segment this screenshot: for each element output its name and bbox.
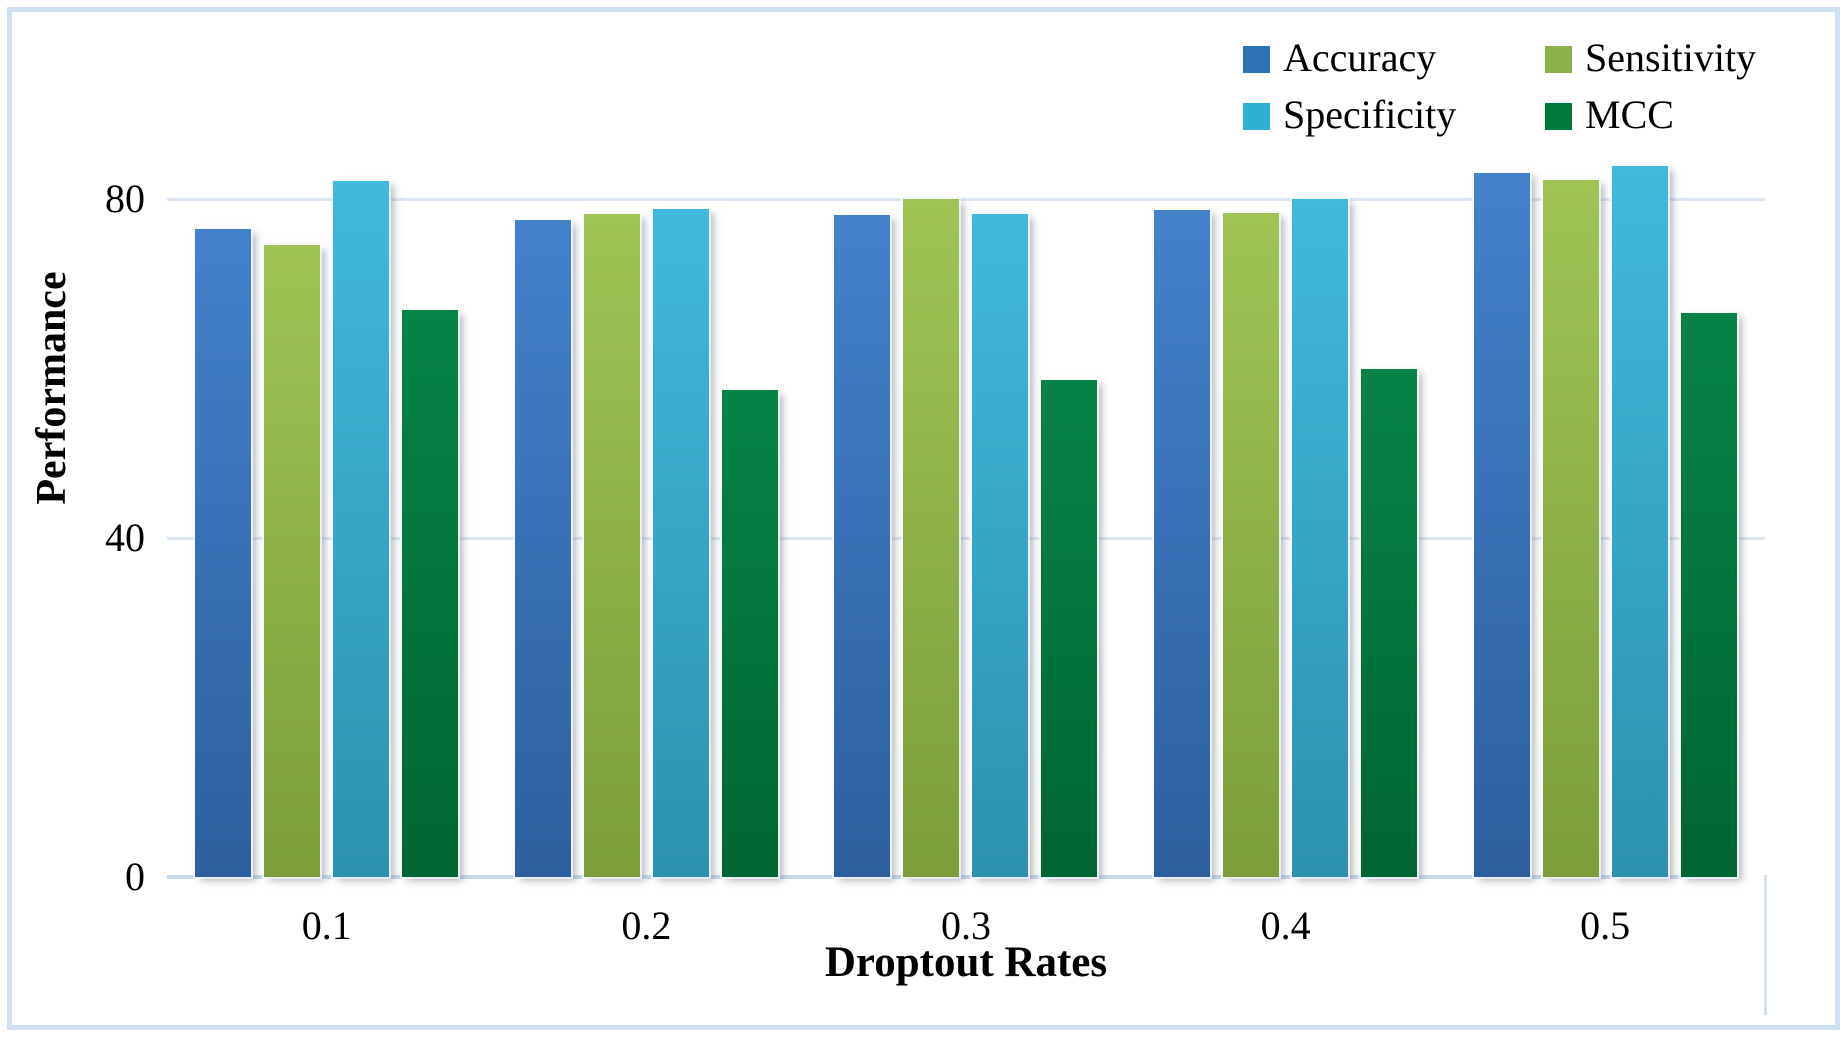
y-tick-80: 80 (105, 176, 145, 221)
bar-accuracy-0.5 (1473, 173, 1530, 877)
gridline-40 (167, 537, 1765, 540)
bar-sensitivity-0.4 (1223, 213, 1280, 877)
x-labels: 0.1 0.2 0.3 0.4 0.5 (167, 903, 1765, 949)
x-axis-line (167, 875, 1723, 879)
bar-specificity-0.1 (333, 181, 390, 877)
bar-sensitivity-0.1 (264, 245, 321, 877)
legend-item-mcc: MCC (1545, 91, 1825, 139)
legend-item-accuracy: Accuracy (1243, 34, 1545, 82)
bar-groups (167, 150, 1765, 877)
bar-specificity-0.5 (1611, 166, 1668, 877)
bar-sensitivity-0.5 (1542, 180, 1599, 877)
gridline-80 (167, 198, 1765, 201)
legend-label-mcc: MCC (1585, 92, 1674, 137)
bar-sensitivity-0.2 (583, 214, 640, 877)
bar-specificity-0.4 (1292, 199, 1349, 877)
plot-right-border (1764, 875, 1767, 1015)
bar-mcc-0.1 (402, 310, 459, 877)
y-tick-40: 40 (105, 515, 145, 560)
bar-accuracy-0.4 (1154, 210, 1211, 877)
legend-item-specificity: Specificity (1243, 91, 1545, 139)
plot-area (167, 150, 1765, 879)
bar-mcc-0.2 (721, 390, 778, 877)
bar-accuracy-0.3 (834, 215, 891, 877)
x-tick-label-0.1: 0.1 (301, 903, 352, 948)
bar-group-0.1 (195, 181, 459, 877)
legend-label-accuracy: Accuracy (1283, 35, 1437, 80)
legend-label-specificity: Specificity (1283, 92, 1457, 137)
bar-specificity-0.3 (972, 214, 1029, 877)
x-tick-label-0.5: 0.5 (1580, 903, 1631, 948)
x-tick-label-0.3: 0.3 (940, 903, 991, 948)
bar-accuracy-0.2 (514, 220, 571, 877)
bar-specificity-0.2 (652, 209, 709, 877)
x-axis-title: Droptout Rates (824, 939, 1108, 986)
x-tick-label-0.2: 0.2 (621, 903, 672, 948)
bar-mcc-0.5 (1680, 313, 1737, 877)
legend-swatch-mcc (1545, 102, 1572, 130)
y-axis-title: Performance (29, 271, 75, 505)
legend-label-sensitivity: Sensitivity (1585, 35, 1757, 80)
x-tick-label-0.4: 0.4 (1260, 903, 1311, 948)
bar-group-0.3 (834, 199, 1098, 877)
bar-accuracy-0.1 (195, 229, 252, 877)
bar-group-0.2 (514, 209, 778, 877)
legend-swatch-accuracy (1243, 45, 1270, 73)
bar-mcc-0.4 (1361, 369, 1418, 877)
y-tick-0: 0 (125, 854, 145, 899)
legend: Accuracy Sensitivity Specificity MCC (1243, 34, 1825, 139)
legend-swatch-specificity (1243, 102, 1270, 130)
bar-group-0.5 (1473, 166, 1737, 877)
legend-item-sensitivity: Sensitivity (1545, 34, 1825, 82)
legend-swatch-sensitivity (1545, 45, 1572, 73)
bar-group-0.4 (1154, 199, 1418, 877)
bar-mcc-0.3 (1041, 380, 1098, 877)
bar-sensitivity-0.3 (903, 199, 960, 877)
